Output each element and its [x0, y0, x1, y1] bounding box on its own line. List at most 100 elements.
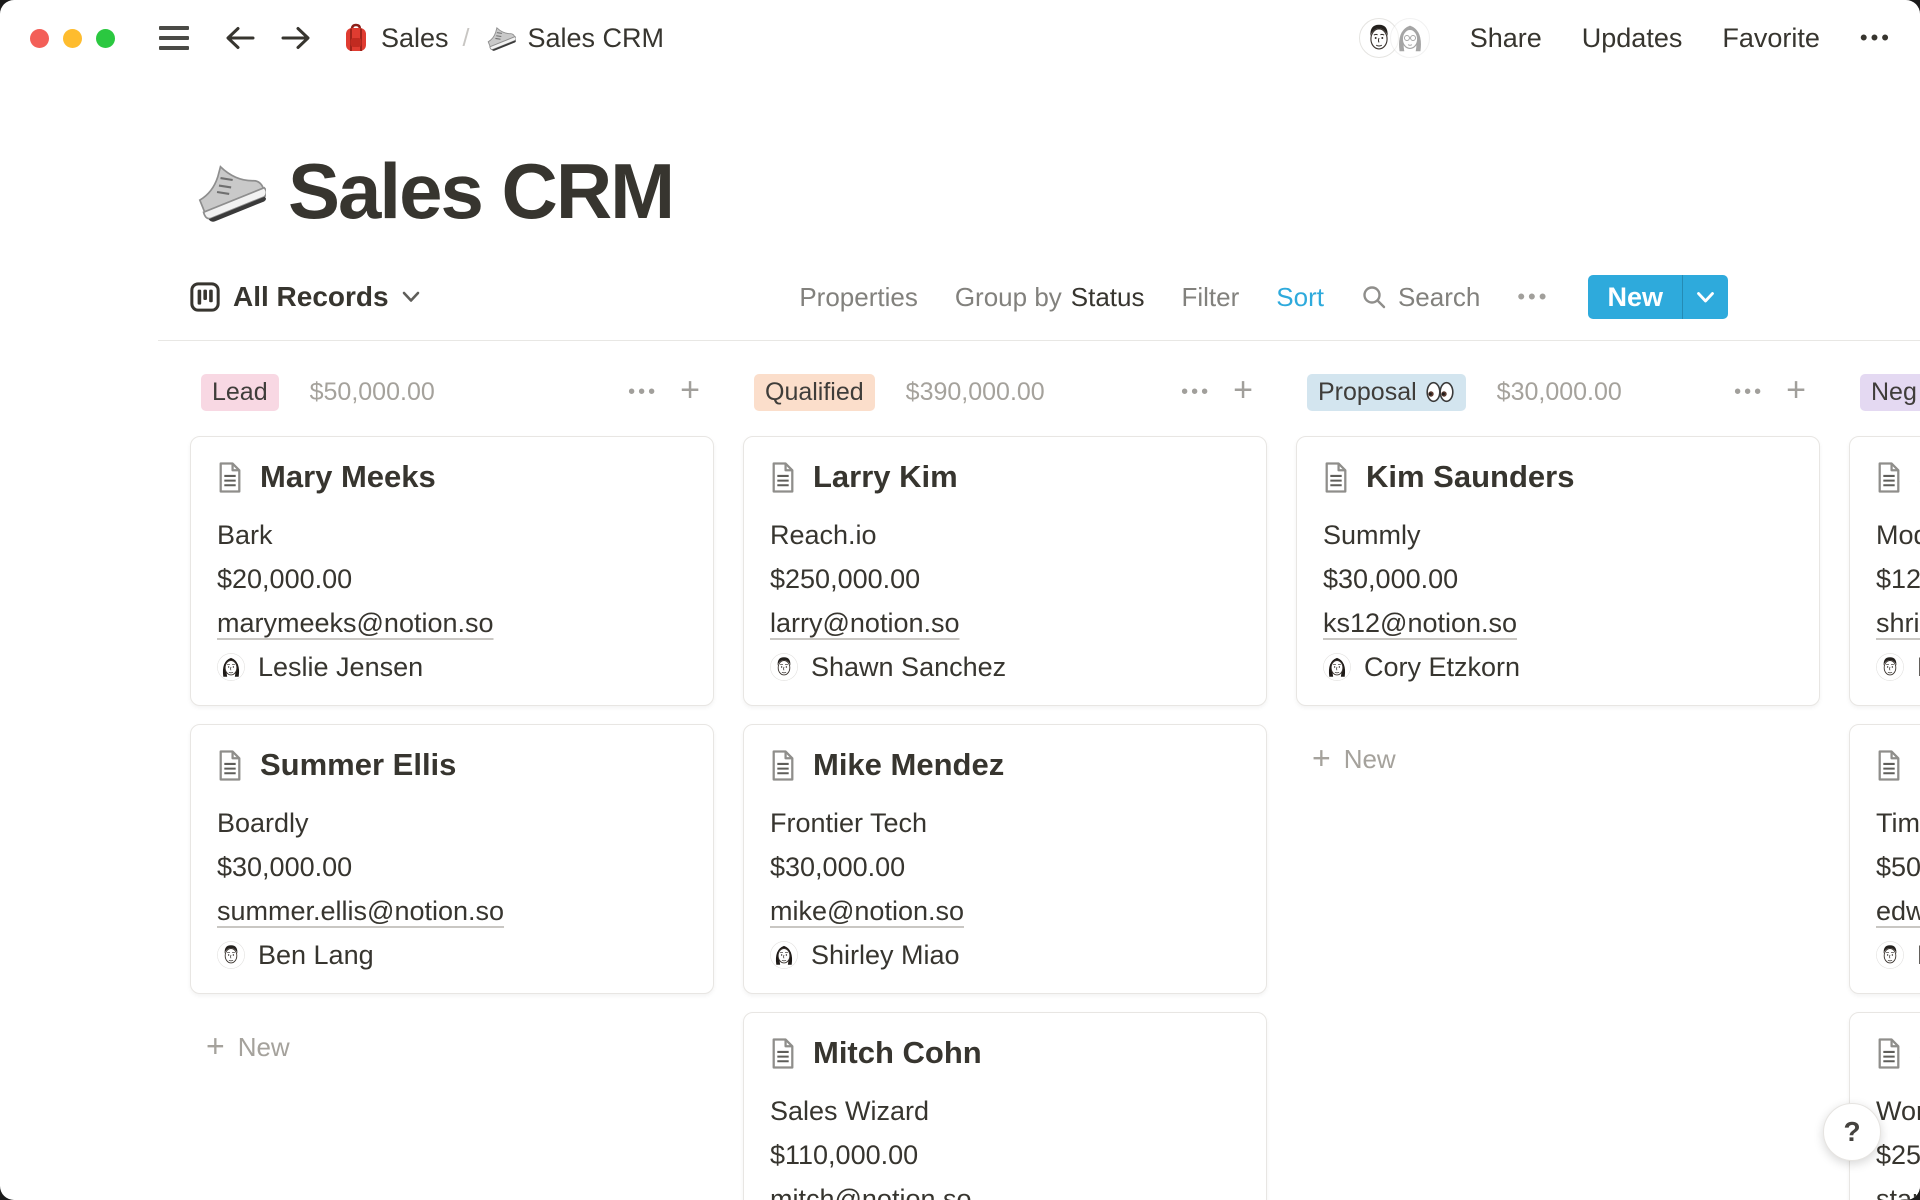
column-header: Lead $50,000.00 ••• +	[190, 363, 714, 421]
column-add-button[interactable]: +	[1786, 371, 1806, 409]
group-by-value: Status	[1070, 281, 1145, 312]
page-icon	[219, 749, 241, 781]
record-card[interactable]: Kim Saunders Summly $30,000.00 ks12@noti…	[1296, 436, 1820, 706]
chevron-down-icon	[1697, 291, 1714, 302]
card-owner-name: Shirley Miao	[811, 939, 960, 970]
column-cards: S Mode $125, shria E E Tims $50, edwi H	[1849, 436, 1920, 1200]
owner-avatar	[770, 941, 798, 969]
card-email-link[interactable]: edwi	[1876, 895, 1920, 926]
status-badge-label: Qualified	[765, 377, 864, 406]
properties-button[interactable]: Properties	[799, 281, 918, 312]
close-window-button[interactable]	[30, 28, 49, 48]
chevron-down-icon	[402, 291, 419, 302]
card-company: Summly	[1323, 519, 1421, 550]
column-sum: $30,000.00	[1496, 377, 1622, 406]
column-add-button[interactable]: +	[680, 371, 700, 409]
record-card[interactable]: Mike Mendez Frontier Tech $30,000.00 mik…	[743, 724, 1267, 994]
card-email-link[interactable]: mike@notion.so	[770, 895, 964, 926]
record-card[interactable]: S Mode $125, shria E	[1849, 436, 1920, 706]
record-card[interactable]: Larry Kim Reach.io $250,000.00 larry@not…	[743, 436, 1267, 706]
record-card[interactable]: Summer Ellis Boardly $30,000.00 summer.e…	[190, 724, 714, 994]
back-arrow-icon[interactable]	[223, 23, 257, 53]
page-icon	[1878, 749, 1900, 781]
add-card-button[interactable]: + New	[1296, 740, 1820, 776]
forward-arrow-icon[interactable]	[279, 23, 313, 53]
status-badge-label: Neg	[1871, 377, 1917, 406]
column-cards: Larry Kim Reach.io $250,000.00 larry@not…	[743, 436, 1267, 1200]
zoom-window-button[interactable]	[96, 28, 115, 48]
record-card[interactable]: Mitch Cohn Sales Wizard $110,000.00 mitc…	[743, 1012, 1267, 1200]
card-email-link[interactable]: ks12@notion.so	[1323, 607, 1518, 638]
new-record-dropdown-button[interactable]	[1682, 275, 1728, 319]
presence-avatars[interactable]	[1358, 18, 1430, 58]
card-email-link[interactable]: marymeeks@notion.so	[217, 607, 494, 638]
share-button[interactable]: Share	[1469, 22, 1542, 53]
card-company: Mode	[1876, 519, 1920, 550]
status-badge-label: Lead	[212, 377, 268, 406]
window-topbar: Sales / Sales CRM	[0, 0, 1920, 76]
new-record-button[interactable]: New	[1607, 281, 1663, 312]
breadcrumb-item-sales-crm[interactable]: Sales CRM	[484, 23, 664, 54]
filter-button[interactable]: Filter	[1181, 281, 1240, 312]
favorite-button[interactable]: Favorite	[1722, 22, 1820, 53]
sidebar-toggle-icon[interactable]	[159, 26, 189, 50]
card-value: $30,000.00	[217, 851, 353, 882]
board-column: Lead $50,000.00 ••• + Mary Mee	[190, 363, 714, 1063]
plus-icon: +	[1312, 740, 1331, 776]
breadcrumb-item-sales[interactable]: Sales	[343, 23, 449, 54]
card-owner-name: E	[1917, 652, 1920, 683]
record-card[interactable]: Mary Meeks Bark $20,000.00 marymeeks@not…	[190, 436, 714, 706]
help-button[interactable]: ?	[1823, 1103, 1881, 1161]
status-badge[interactable]: Lead	[201, 373, 279, 411]
group-by-button[interactable]: Group by Status	[955, 282, 1145, 313]
record-card[interactable]: E Tims $50, edwi H	[1849, 724, 1920, 994]
column-header: Proposal $30,000.00 ••• +	[1296, 363, 1820, 421]
sort-button[interactable]: Sort	[1276, 281, 1324, 312]
card-title: Larry Kim	[813, 459, 958, 494]
add-card-button[interactable]: + New	[190, 1030, 714, 1063]
card-owner-name: Shawn Sanchez	[811, 651, 1007, 682]
card-title: Mike Mendez	[813, 747, 1005, 782]
view-switcher[interactable]: All Records	[190, 281, 420, 313]
column-more-button[interactable]: •••	[1734, 380, 1765, 403]
column-sum: $50,000.00	[309, 377, 435, 406]
updates-button[interactable]: Updates	[1581, 22, 1683, 53]
new-card-label: New	[1343, 744, 1396, 774]
toolbar-divider	[158, 340, 1920, 341]
minimize-window-button[interactable]	[63, 28, 82, 48]
page-icon-sneaker[interactable]	[190, 153, 266, 229]
column-more-button[interactable]: •••	[1181, 380, 1212, 403]
view-more-button[interactable]: •••	[1517, 284, 1550, 309]
page-icon	[1325, 461, 1347, 493]
card-company: Boardly	[217, 807, 309, 838]
status-badge[interactable]: Qualified	[754, 373, 875, 411]
card-email-link[interactable]: summer.ellis@notion.so	[217, 895, 505, 926]
search-button[interactable]: Search	[1361, 282, 1480, 313]
column-add-button[interactable]: +	[1233, 371, 1253, 409]
card-email-link[interactable]: stan	[1876, 1183, 1920, 1200]
column-more-button[interactable]: •••	[628, 380, 659, 403]
status-badge[interactable]: Neg	[1860, 373, 1920, 411]
card-value: $250,000.00	[770, 563, 921, 594]
column-cards: Mary Meeks Bark $20,000.00 marymeeks@not…	[190, 436, 714, 1063]
card-value: $20,000.00	[217, 563, 353, 594]
breadcrumb-label: Sales	[381, 22, 449, 53]
board: Lead $50,000.00 ••• + Mary Mee	[0, 341, 1920, 1200]
card-title: Mitch Cohn	[813, 1035, 982, 1070]
page-title[interactable]: Sales CRM	[288, 146, 675, 235]
page-icon	[772, 749, 794, 781]
column-cards: Kim Saunders Summly $30,000.00 ks12@noti…	[1296, 436, 1820, 775]
column-header: Qualified $390,000.00 ••• +	[743, 363, 1267, 421]
card-company: Frontier Tech	[770, 807, 928, 838]
card-email-link[interactable]: mitch@notion.so	[770, 1183, 972, 1200]
page-more-button[interactable]: •••	[1859, 25, 1892, 50]
view-name: All Records	[233, 281, 389, 312]
breadcrumb: Sales / Sales CRM	[343, 23, 664, 54]
card-email-link[interactable]: shria	[1876, 607, 1920, 638]
card-email-link[interactable]: larry@notion.so	[770, 607, 960, 638]
eyes-icon	[1426, 381, 1454, 403]
backpack-icon	[346, 23, 366, 51]
status-badge[interactable]: Proposal	[1307, 373, 1466, 411]
card-value: $50,	[1876, 851, 1920, 882]
